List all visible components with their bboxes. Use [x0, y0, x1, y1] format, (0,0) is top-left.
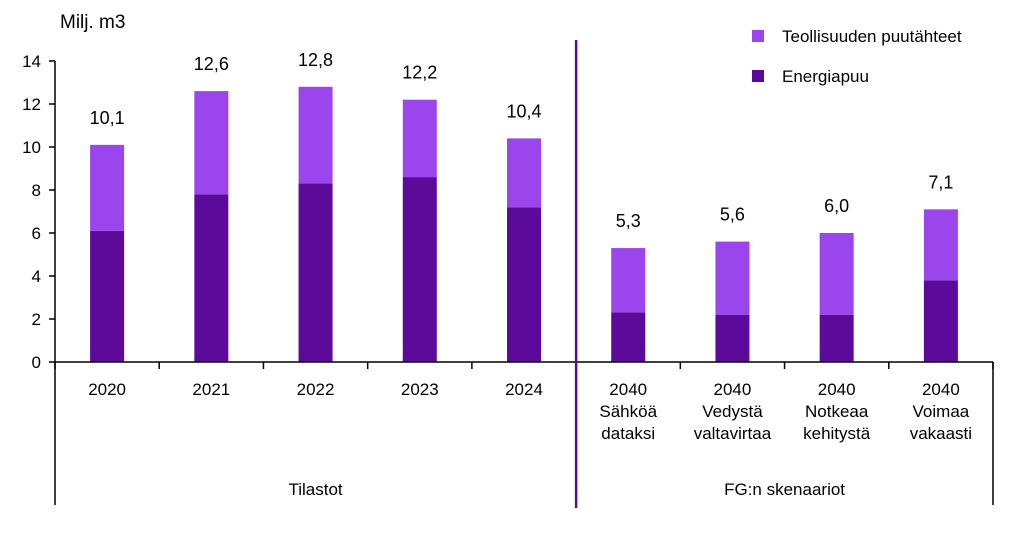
legend-label: Energiapuu	[782, 67, 869, 86]
x-tick-label: valtavirtaa	[694, 424, 772, 443]
bar-teollisuus-3	[402, 99, 437, 178]
x-tick-label: 2040	[818, 380, 856, 399]
y-tick-label: 0	[32, 353, 41, 372]
total-label: 5,3	[616, 211, 641, 231]
bar-teollisuus-1	[194, 91, 229, 195]
group-label: FG:n skenaariot	[724, 480, 845, 499]
bar-energiapuu-8	[923, 280, 958, 362]
x-tick-label: vakaasti	[910, 424, 972, 443]
bar-energiapuu-7	[819, 314, 854, 362]
total-label: 5,6	[720, 205, 745, 225]
bar-energiapuu-4	[507, 207, 541, 362]
x-tick-label: Notkeaa	[805, 402, 869, 421]
y-tick-label: 12	[22, 95, 41, 114]
group-labels: Tilastot FG:n skenaariot	[54, 40, 994, 508]
x-tick-label: 2020	[88, 380, 126, 399]
bar-energiapuu-3	[402, 177, 437, 362]
x-tick-label: dataksi	[601, 424, 655, 443]
x-tick-label: 2040	[922, 380, 960, 399]
total-label: 10,4	[506, 101, 541, 121]
total-labels: 10,1 12,6 12,8 12,2 10,4 5,3 5,6 6,0 7,1	[90, 50, 954, 231]
group-label: Tilastot	[288, 480, 342, 499]
x-tick-label: Sähköä	[599, 402, 657, 421]
x-tick-label: Vedystä	[702, 402, 763, 421]
bar-teollisuus-2	[298, 86, 333, 184]
bar-teollisuus-6	[715, 241, 750, 315]
total-label: 7,1	[928, 172, 953, 192]
bars	[90, 86, 958, 362]
total-label: 6,0	[824, 196, 849, 216]
legend: Teollisuuden puutähteet Energiapuu	[752, 27, 962, 86]
total-label: 12,8	[298, 50, 333, 70]
total-label: 12,2	[402, 63, 437, 83]
x-tick-label: 2023	[401, 380, 439, 399]
bar-teollisuus-7	[819, 233, 854, 315]
x-tick-label: Voimaa	[913, 402, 970, 421]
x-tick-label: 2024	[505, 380, 543, 399]
y-tick-label: 2	[32, 310, 41, 329]
x-axis: 2020 2021 2022 2023 2024 2040 Sähköä dataksi 204…	[54, 361, 994, 443]
legend-swatch	[752, 70, 764, 82]
bar-energiapuu-6	[715, 314, 750, 362]
bar-energiapuu-5	[611, 312, 646, 362]
y-axis: 0 2 4 6 8 10 12 14	[22, 52, 56, 372]
y-tick-label: 4	[32, 267, 41, 286]
y-tick-label: 6	[32, 224, 41, 243]
bar-teollisuus-5	[611, 248, 646, 313]
y-tick-label: 10	[22, 138, 41, 157]
y-tick-label: 8	[32, 181, 41, 200]
x-tick-label: 2022	[297, 380, 335, 399]
x-tick-label: 2040	[609, 380, 647, 399]
legend-swatch	[752, 30, 764, 42]
y-tick-label: 14	[22, 52, 41, 71]
x-tick-label: 2040	[714, 380, 752, 399]
bar-teollisuus-8	[923, 209, 958, 281]
bar-teollisuus-0	[90, 144, 125, 231]
x-tick-label: 2021	[192, 380, 230, 399]
bar-energiapuu-0	[90, 230, 125, 362]
bar-energiapuu-2	[298, 183, 333, 362]
bar-energiapuu-1	[194, 194, 229, 362]
total-label: 10,1	[90, 108, 125, 128]
y-axis-title: Milj. m3	[60, 12, 125, 33]
total-label: 12,6	[194, 54, 229, 74]
legend-label: Teollisuuden puutähteet	[782, 27, 962, 46]
bar-teollisuus-4	[507, 138, 541, 208]
x-tick-label: kehitystä	[803, 424, 871, 443]
